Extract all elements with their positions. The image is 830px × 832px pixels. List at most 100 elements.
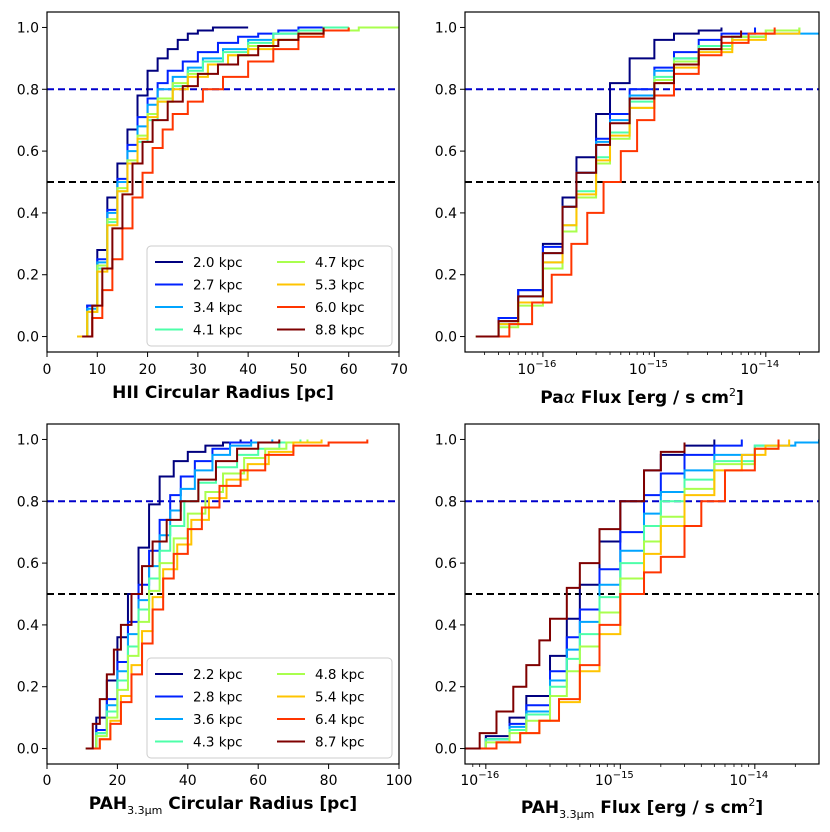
series-line-8-7-kpc [85, 439, 281, 750]
x-tick-label: 80 [320, 773, 338, 789]
x-tick-label: 60 [249, 773, 267, 789]
series-line-2-0-kpc [77, 26, 249, 338]
x-tick-label: 10 [88, 362, 106, 378]
legend-label: 4.8 kpc [315, 667, 365, 683]
label-part: Flux [erg / s cm [594, 798, 748, 818]
series-line-4-8-kpc [465, 442, 780, 750]
series-line-6-4-kpc [472, 439, 780, 750]
x-tick-label: 60 [340, 362, 358, 378]
y-tick-label: 0.6 [435, 556, 457, 572]
series-group [465, 439, 819, 750]
legend-label: 5.3 kpc [315, 278, 365, 294]
x-tick-label: 0 [43, 773, 52, 789]
x-tick-label: 100 [386, 773, 413, 789]
y-tick-label: 0.4 [17, 618, 39, 634]
y-tick-label: 0.4 [17, 206, 39, 222]
label-superscript: 2 [748, 796, 755, 809]
x-tick-label: 10−16 [460, 770, 499, 789]
legend: 2.0 kpc 2.7 kpc 3.4 kpc 4.1 kpc 4.7 kpc 5.3 k… [146, 245, 393, 347]
legend-label: 4.7 kpc [315, 255, 365, 271]
y-tick-label: 0.0 [435, 742, 457, 758]
tick-base: 10 [460, 773, 478, 789]
series-group [77, 26, 399, 338]
x-tick-label: 10−14 [729, 770, 768, 789]
chart-panel-bottom-right: 0.00.20.40.60.81.010−16 10−15 10−14PAH3.3μ… [435, 423, 820, 821]
axes-frame [46, 11, 400, 353]
y-tick-label: 0.6 [17, 556, 39, 572]
x-tick-label: 10−16 [517, 359, 556, 378]
axes-frame [464, 423, 820, 765]
label-part: ] [736, 388, 744, 408]
x-tick-label: 70 [390, 362, 408, 378]
tick-exponent: −16 [478, 770, 499, 781]
x-tick-label: 10−14 [740, 359, 779, 378]
series-line-6-4-kpc [89, 439, 369, 750]
y-tick-label: 0.4 [435, 618, 457, 634]
legend-label: 2.2 kpc [193, 667, 243, 683]
x-tick-label: 10−15 [629, 359, 668, 378]
label-part: PAH [89, 794, 127, 814]
tick-base: 10 [595, 773, 613, 789]
y-tick-label: 1.0 [17, 432, 39, 448]
series-line-8-7-kpc [465, 442, 686, 750]
y-tick-label: 0.2 [17, 268, 39, 284]
x-tick-label: 20 [108, 773, 126, 789]
legend-box [146, 657, 393, 759]
x-tick-label: 10−15 [595, 770, 634, 789]
x-axis-label: HII Circular Radius [pc] [112, 383, 334, 403]
x-tick-label: 30 [189, 362, 207, 378]
y-tick-label: 0.6 [435, 144, 457, 160]
legend: 2.2 kpc 2.8 kpc 3.6 kpc 4.3 kpc 4.8 kpc 5.4 k… [146, 657, 393, 759]
x-tick-label: 0 [43, 362, 52, 378]
tick-exponent: −15 [613, 770, 634, 781]
y-tick-label: 0.8 [435, 82, 457, 98]
series-line-8-8-kpc [475, 30, 743, 338]
axes-frame [464, 11, 820, 353]
tick-exponent: −14 [747, 770, 768, 781]
label-greek: α [564, 388, 575, 408]
legend-label: 6.4 kpc [315, 712, 365, 728]
series-line-3-6-kpc [85, 439, 274, 750]
y-tick-label: 1.0 [435, 20, 457, 36]
y-tick-label: 1.0 [435, 432, 457, 448]
label-subscript: 3.3μm [127, 804, 162, 817]
series-group [475, 27, 819, 338]
x-axis-label: Paα Flux [erg / s cm2] [540, 386, 744, 408]
label-part: Circular Radius [pc] [162, 794, 357, 814]
tick-base: 10 [629, 362, 647, 378]
legend-label: 4.3 kpc [193, 735, 243, 751]
chart-panel-bottom-left: 0.0 0.2 0.4 0.6 0.8 1.0 0 20 40 60 80 100 PAH3.3μm C… [17, 423, 413, 817]
label-superscript: 2 [729, 386, 736, 399]
y-tick-label: 0.0 [17, 742, 39, 758]
y-tick-label: 0.8 [17, 494, 39, 510]
label-subscript: 3.3μm [559, 808, 594, 821]
legend-label: 3.6 kpc [193, 712, 243, 728]
label-part: PAH [521, 798, 559, 818]
series-line-6-0-kpc [484, 27, 776, 338]
legend-label: 2.8 kpc [193, 690, 243, 706]
y-tick-label: 0.0 [435, 330, 457, 346]
label-part: Flux [erg / s cm [575, 388, 729, 408]
series-line-8-8-kpc [82, 27, 325, 338]
y-tick-label: 0.2 [435, 268, 457, 284]
y-tick-label: 0.0 [17, 330, 39, 346]
legend-label: 8.7 kpc [315, 735, 365, 751]
legend-label: 2.0 kpc [193, 255, 243, 271]
y-tick-label: 0.2 [435, 680, 457, 696]
legend-label: 2.7 kpc [193, 278, 243, 294]
x-axis-label: PAH3.3μm Circular Radius [pc] [89, 794, 357, 817]
tick-exponent: −16 [535, 359, 556, 370]
x-axis-label: PAH3.3μm Flux [erg / s cm2] [521, 796, 763, 821]
legend-label: 6.0 kpc [315, 300, 365, 316]
x-tick-label: 40 [179, 773, 197, 789]
legend-label: 8.8 kpc [315, 323, 365, 339]
x-tick-label: 40 [239, 362, 257, 378]
tick-exponent: −14 [758, 359, 779, 370]
y-tick-label: 0.6 [17, 144, 39, 160]
legend-box [146, 245, 393, 347]
chart-panel-top-left: 0.0 0.2 0.4 0.6 0.8 1.0 0 10 20 30 40 50 60 70 HII Cir… [17, 11, 408, 403]
x-tick-label: 50 [290, 362, 308, 378]
tick-exponent: −15 [647, 359, 668, 370]
